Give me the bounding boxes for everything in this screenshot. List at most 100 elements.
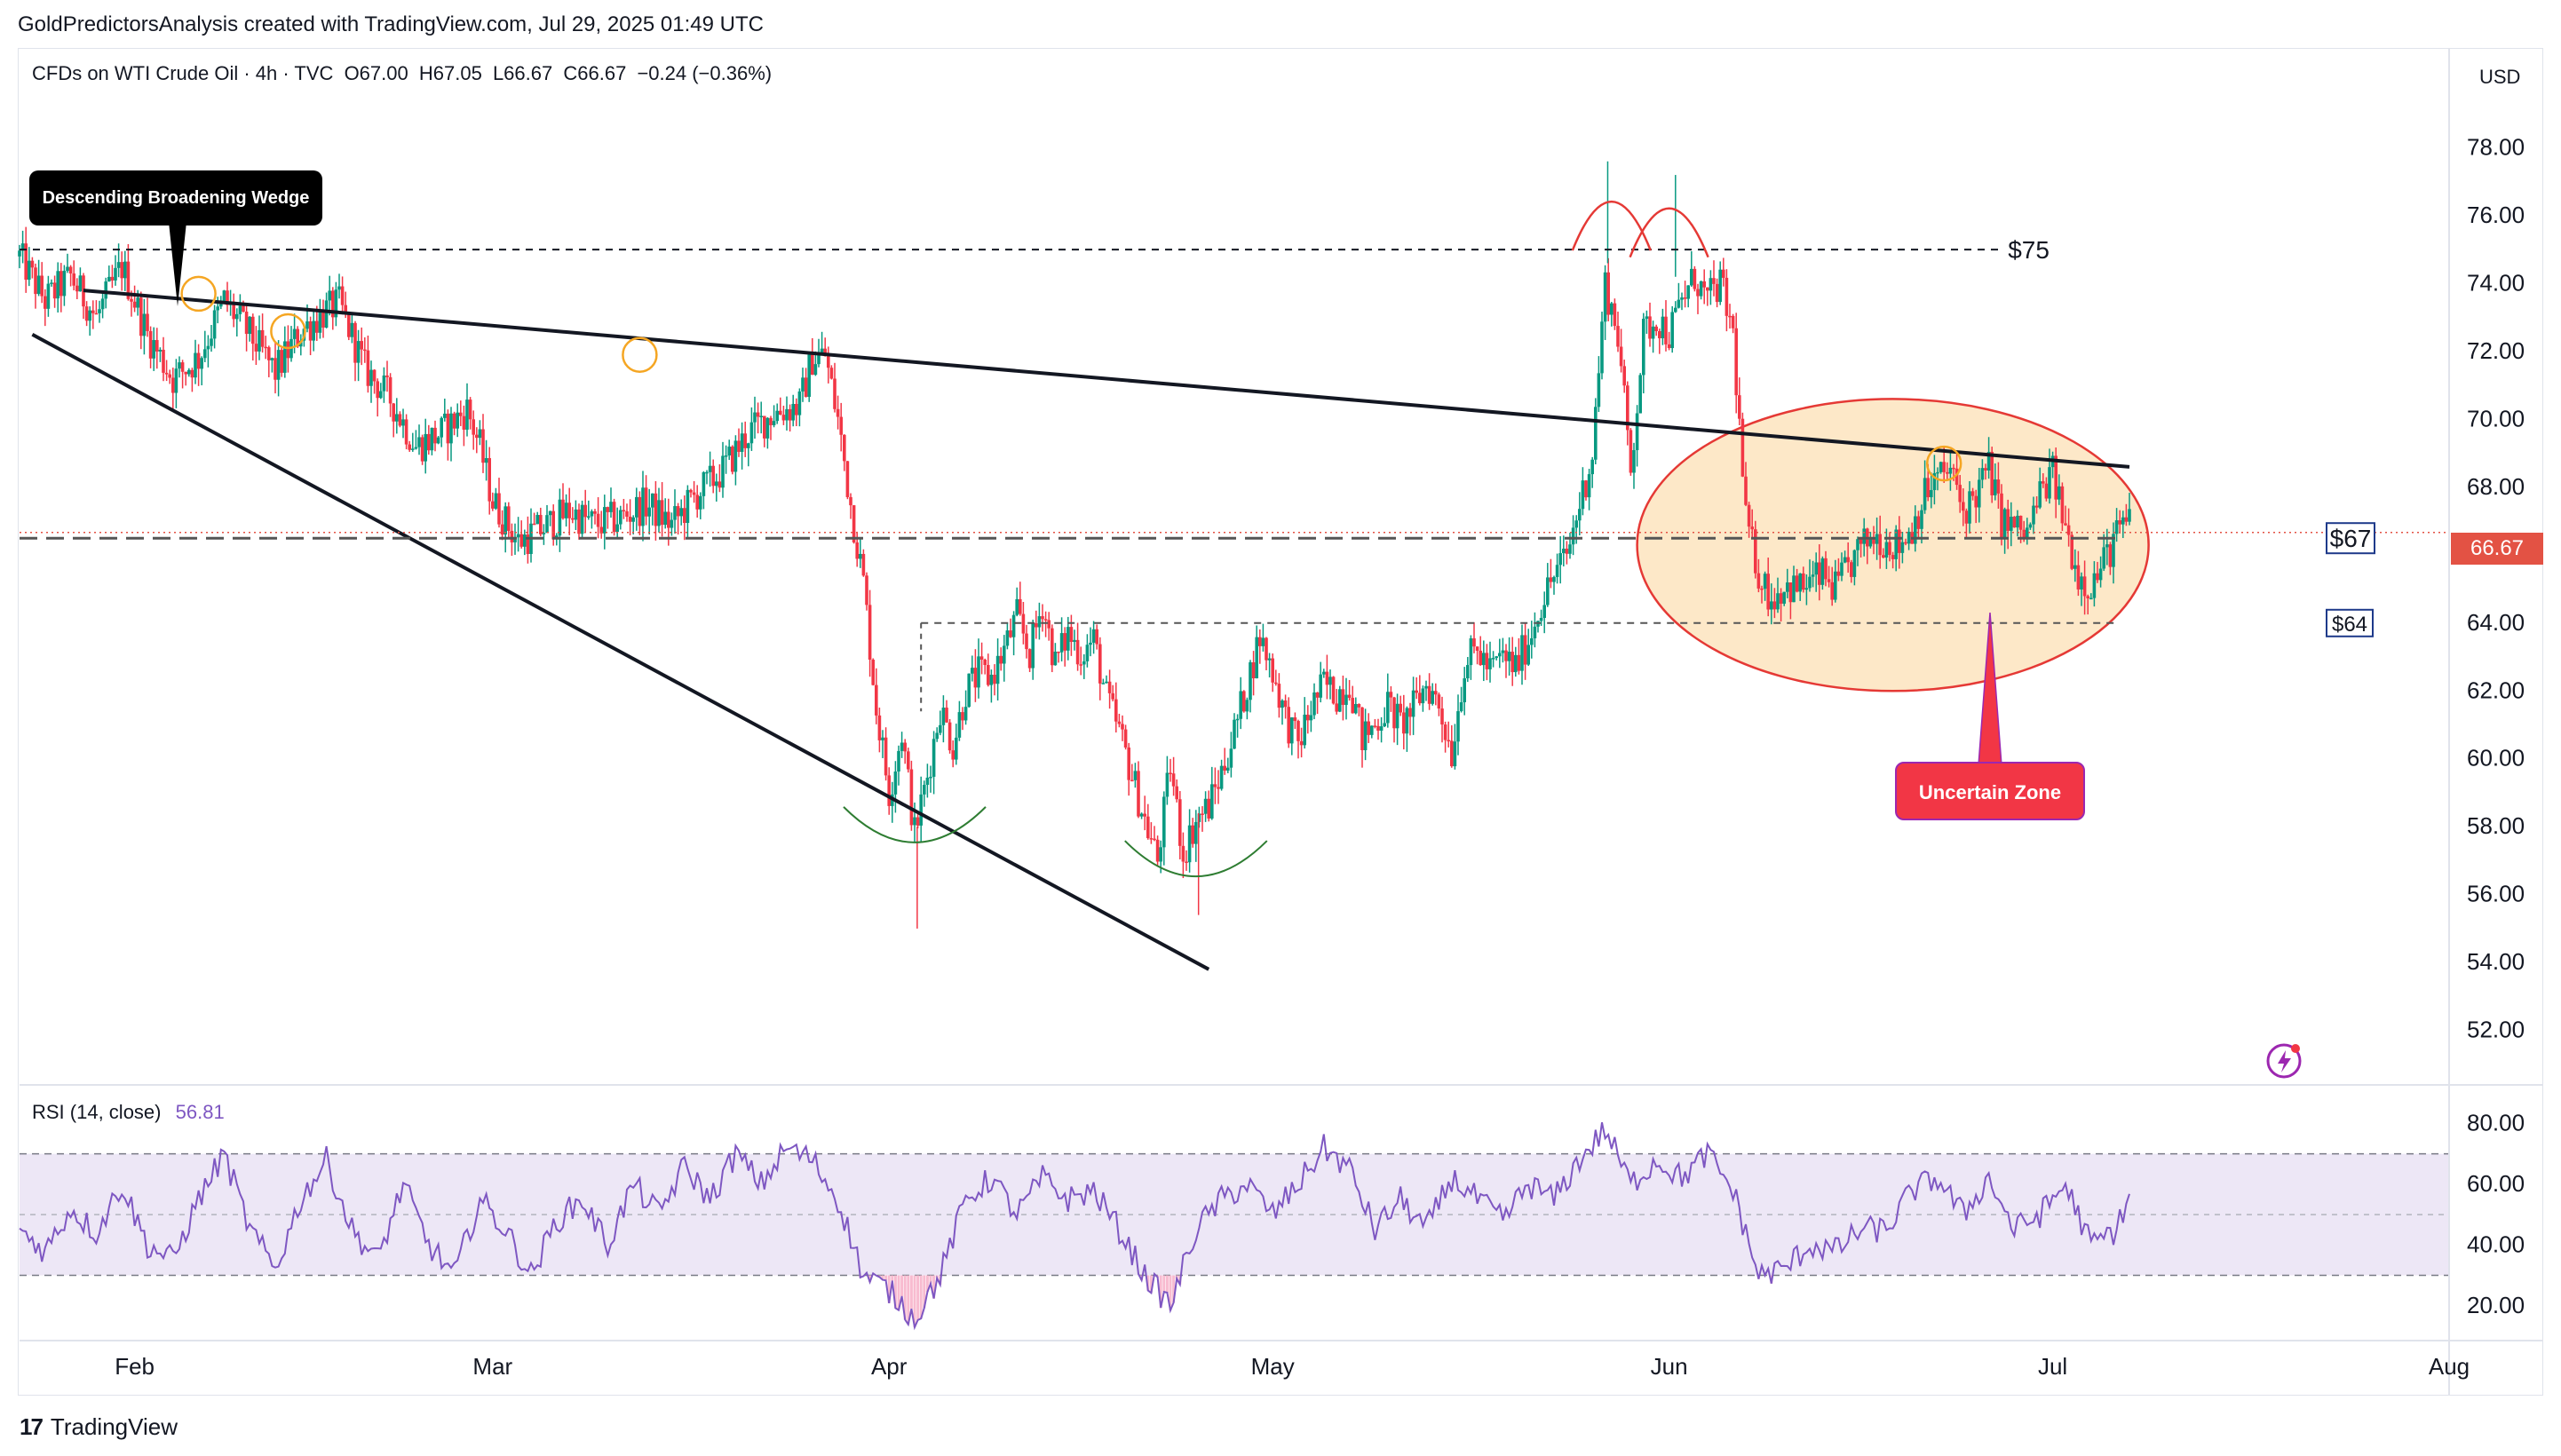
candle-body — [2028, 524, 2033, 528]
candle-body — [110, 276, 115, 281]
candle-body — [1181, 845, 1185, 862]
candle-body — [2070, 534, 2073, 569]
candle-body — [427, 433, 431, 451]
candle-body — [804, 377, 808, 398]
candle-body — [484, 458, 488, 463]
candle-body — [1683, 297, 1687, 299]
candle-body — [561, 499, 565, 518]
price-tick-label: 58.00 — [2467, 812, 2525, 839]
candle-body — [963, 707, 968, 721]
candle-body — [526, 534, 530, 555]
candle-body — [78, 275, 83, 292]
candle-body — [577, 509, 581, 534]
candle-body — [1546, 577, 1550, 605]
candle-body — [24, 243, 28, 281]
candle-body — [1053, 652, 1058, 666]
footer-brand[interactable]: 17 TradingView — [20, 1413, 178, 1441]
candle-body — [1792, 575, 1796, 603]
candle-body — [2060, 486, 2065, 524]
candle-body — [1319, 674, 1322, 698]
candle-body — [232, 301, 235, 320]
candle-body — [100, 298, 105, 310]
candle-body — [1101, 683, 1106, 684]
candle-body — [1914, 516, 1917, 544]
candle-body — [331, 290, 335, 318]
candle-body — [663, 511, 667, 526]
candle-body — [36, 275, 41, 295]
double-top-arc — [1629, 207, 1709, 258]
candle-body — [1005, 630, 1010, 646]
candle-body — [1299, 740, 1304, 746]
currency-label[interactable]: USD — [2479, 66, 2521, 88]
candle-body — [1523, 635, 1527, 665]
candle-body — [1283, 700, 1288, 708]
wedge-lower-line — [31, 333, 1210, 971]
candle-body — [1169, 772, 1172, 775]
candle-body — [1121, 724, 1124, 730]
candle-body — [344, 305, 347, 313]
candle-body — [1165, 772, 1169, 797]
candle-body — [1251, 661, 1256, 679]
candle-body — [932, 739, 936, 777]
candle-body — [2092, 573, 2097, 598]
price-tick-label: 76.00 — [2467, 202, 2525, 228]
candle-body — [2034, 505, 2039, 508]
candle-body — [369, 369, 373, 386]
rsi-line — [19, 1122, 2130, 1331]
candle-body — [210, 338, 213, 346]
candle-body — [1856, 539, 1859, 550]
candle-body — [1722, 269, 1725, 278]
candle-body — [452, 413, 456, 429]
candle-body — [40, 275, 44, 297]
candle-body — [2105, 544, 2109, 548]
candle-body — [535, 515, 539, 525]
candle-body — [829, 368, 834, 379]
candle-body — [699, 495, 702, 510]
candle-body — [785, 408, 789, 421]
candle-body — [884, 737, 888, 776]
candle-body — [1466, 665, 1470, 679]
touch-circle — [622, 336, 658, 373]
candle-body — [1191, 825, 1194, 844]
candle-body — [1843, 557, 1847, 563]
candle-body — [379, 391, 383, 399]
candle-body — [609, 502, 613, 512]
candle-body — [1962, 502, 1965, 511]
touch-circle — [1925, 445, 1962, 482]
candle-body — [1111, 692, 1114, 700]
candle-body — [1459, 702, 1463, 712]
candle-body — [1884, 542, 1889, 558]
candle-body — [973, 668, 978, 688]
candle-body — [1245, 700, 1249, 712]
candle-body — [347, 313, 351, 337]
candle-body — [260, 329, 265, 347]
candle-body — [212, 310, 217, 339]
candle-body — [420, 437, 424, 462]
candle-body — [673, 506, 677, 520]
candle-body — [542, 533, 546, 534]
candle-body — [727, 447, 731, 456]
candle-body — [763, 415, 766, 439]
candle-body — [238, 305, 242, 314]
candle-body — [510, 530, 514, 542]
candle-body — [791, 403, 795, 421]
candle-body — [18, 250, 21, 257]
candle-body — [1994, 479, 1997, 495]
candle-body — [44, 296, 47, 309]
level-64-label: $64 — [2332, 613, 2367, 637]
candle-body — [545, 515, 549, 534]
candle-body — [999, 655, 1003, 664]
candle-body — [1079, 664, 1082, 666]
candle-body — [1590, 459, 1594, 475]
candle-body — [1968, 491, 1971, 524]
candle-body — [1613, 303, 1617, 327]
rsi-legend[interactable]: RSI (14, close) 56.81 — [32, 1101, 225, 1124]
candle-body — [1587, 474, 1591, 498]
candle-body — [1025, 633, 1028, 650]
candle-body — [468, 400, 472, 420]
candle-body — [689, 489, 693, 493]
candle-body — [1495, 656, 1498, 659]
level-64-badge — [2326, 608, 2374, 637]
candle-body — [1517, 654, 1521, 671]
